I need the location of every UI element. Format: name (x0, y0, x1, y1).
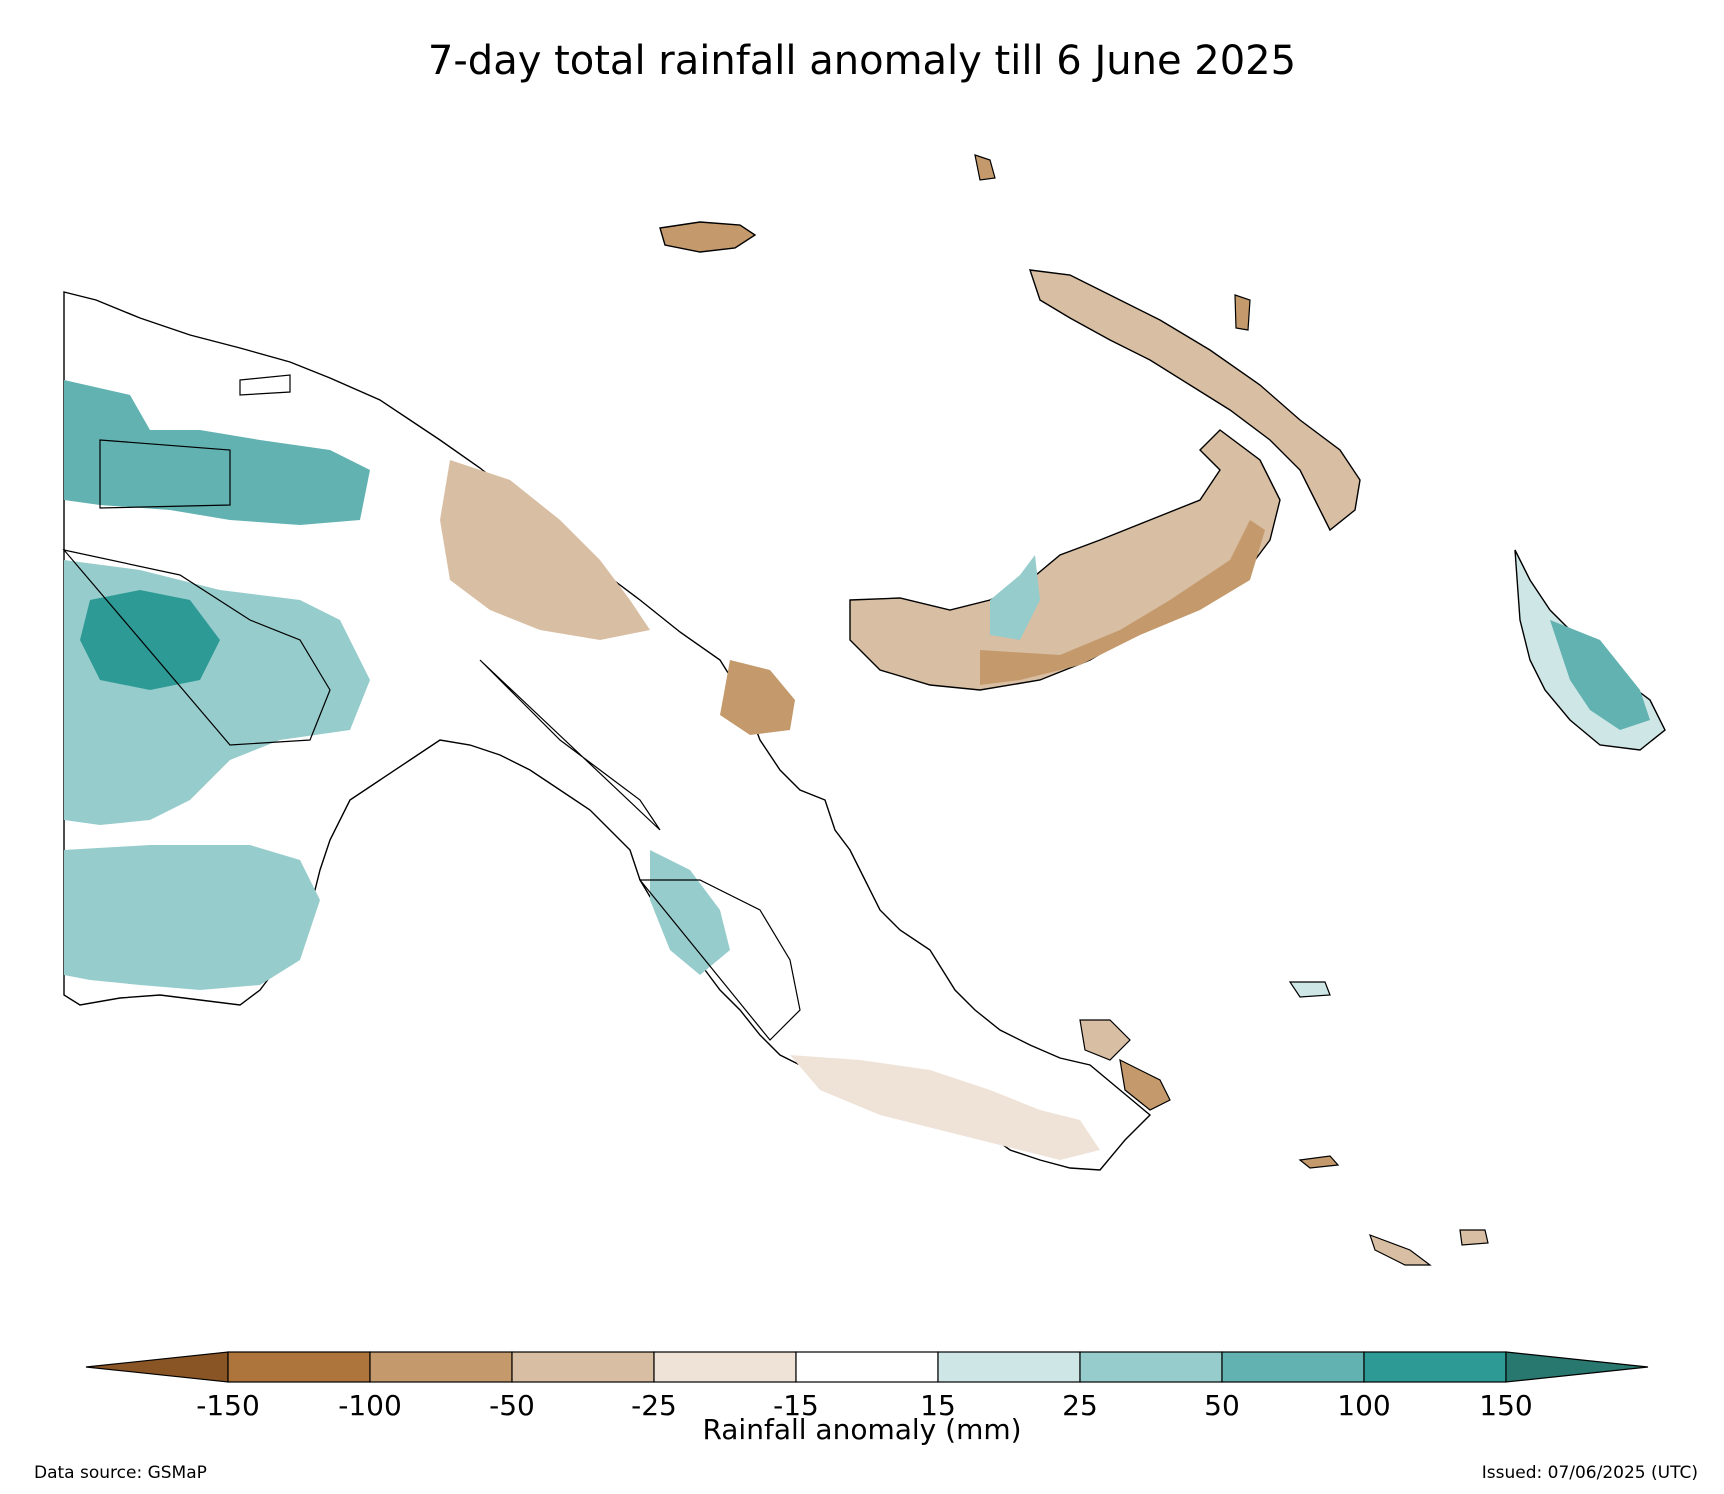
colorbar-segment (653, 1351, 797, 1383)
colorbar-segment (1363, 1351, 1507, 1383)
border-morobe (479, 659, 661, 831)
rossel-island (1369, 1233, 1432, 1266)
southeast-deficit-light (790, 1055, 1100, 1160)
colorbar-extend-high (1505, 1351, 1649, 1383)
colorbar-segment (227, 1351, 371, 1383)
colorbar-tick-label: -150 (196, 1389, 260, 1422)
woodlark-island (1298, 1155, 1340, 1169)
papuan-gulf-surplus (650, 850, 730, 975)
south-surplus (64, 845, 320, 990)
tagula-island (1459, 1229, 1489, 1246)
colorbar-tick-label: 25 (1062, 1389, 1098, 1422)
northern-islet (974, 154, 996, 181)
new-britain-surplus (990, 555, 1040, 640)
west-surplus-strong (64, 380, 370, 525)
colorbar-segment (937, 1351, 1081, 1383)
normanby-island (1079, 1019, 1131, 1061)
new-britain-deficit-strong (980, 520, 1265, 685)
colorbar-segment (369, 1351, 513, 1383)
map-title: 7-day total rainfall anomaly till 6 June… (427, 38, 1297, 84)
colorbar-label: Rainfall anomaly (mm) (702, 1413, 1022, 1446)
issued-date: Issued: 07/06/2025 (UTC) (1481, 1463, 1698, 1483)
colorbar-tick-label: 100 (1337, 1389, 1390, 1422)
manus-island (659, 221, 757, 253)
colorbar-tick-label: 150 (1479, 1389, 1532, 1422)
colorbar-tick-label: 15 (920, 1389, 956, 1422)
bougainville-surplus (1550, 620, 1650, 730)
colorbar-tick-label: -25 (631, 1389, 677, 1422)
colorbar-segment (1079, 1351, 1223, 1383)
manus-outline (659, 221, 757, 253)
new-britain (849, 429, 1281, 691)
colorbar-tick-label: -50 (489, 1389, 535, 1422)
north-deficit (440, 460, 650, 640)
border-highlands (62, 549, 331, 746)
colorbar-segment (1221, 1351, 1365, 1383)
rainfall-map (62, 154, 1666, 1266)
colorbar-tick-label: -100 (338, 1389, 402, 1422)
colorbar-extend-low (85, 1351, 229, 1383)
colorbar-segment (511, 1351, 655, 1383)
west-surplus-core (80, 590, 220, 690)
mainland-anomaly-shading (64, 380, 1100, 1160)
bougainville (1514, 549, 1666, 751)
east-deficit (720, 660, 795, 735)
data-source: Data source: GSMaP (34, 1463, 207, 1483)
lihir-island (1234, 294, 1251, 331)
colorbar-segments (85, 1351, 1649, 1383)
colorbar-segment (795, 1351, 939, 1383)
new-ireland (1028, 269, 1361, 532)
colorbar-ticks: -150 -100 -50 -25 -15 15 25 50 100 150 (196, 1389, 1533, 1422)
province-borders (62, 374, 801, 1041)
fergusson-island (1119, 1058, 1171, 1111)
new-ireland-outline (1028, 269, 1361, 532)
border-sandaun-eastsepik (239, 374, 291, 396)
trobriand-island (1288, 981, 1331, 998)
border-west-sepik (99, 439, 231, 509)
border-central (638, 879, 801, 1041)
colorbar-tick-label: 50 (1204, 1389, 1240, 1422)
colorbar-tick-label: -15 (773, 1389, 819, 1422)
colorbar: -150 -100 -50 -25 -15 15 25 50 100 150 (85, 1351, 1649, 1422)
islands-east (974, 154, 1489, 1266)
